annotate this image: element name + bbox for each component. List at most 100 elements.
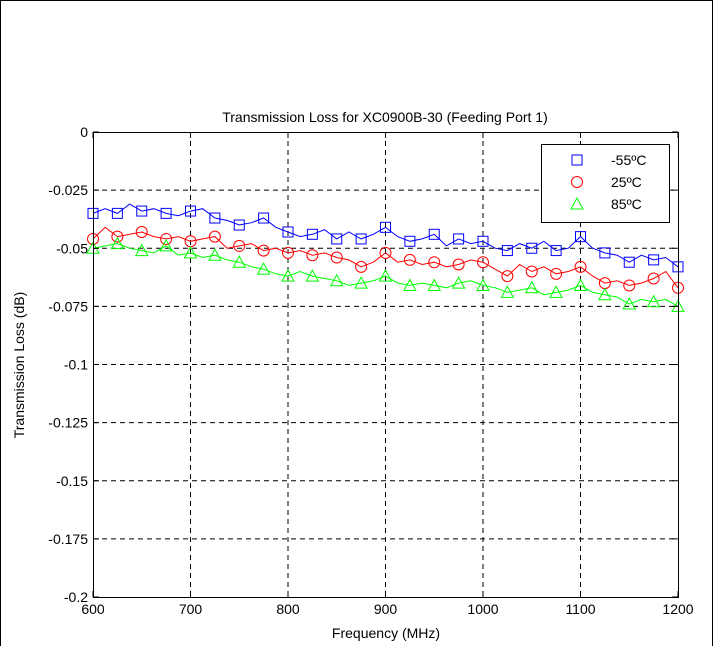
data-point-triangle [549, 285, 563, 298]
data-point-square [185, 205, 196, 217]
data-point-circle [282, 246, 294, 259]
y-axis-label: Transmission Loss (dB) [11, 292, 27, 439]
data-point-triangle [110, 236, 125, 250]
data-point-circle [550, 267, 563, 280]
data-point-square [501, 245, 513, 257]
y-tick-label: 0 [80, 124, 88, 140]
data-point-triangle [622, 297, 637, 310]
data-point-triangle [427, 278, 442, 291]
data-point-circle [501, 270, 514, 283]
x-tick-label: 600 [81, 601, 105, 617]
data-point-circle [647, 272, 660, 285]
data-point-triangle [598, 287, 612, 301]
y-axis-ticks: 0 -0.025 -0.05 -0.075 -0.1 -0.125 -0.15 -0.175 -… [48, 124, 678, 605]
data-point-circle [257, 244, 270, 257]
data-point-circle [111, 230, 124, 243]
data-point-square [258, 212, 270, 224]
y-tick-label: -0.125 [48, 415, 88, 431]
legend: -55ºC 25ºC 85ºC [541, 144, 670, 223]
data-point-square [623, 256, 635, 268]
x-tick-label: 700 [179, 601, 203, 617]
series-line-triangle [92, 243, 679, 307]
data-point-square [233, 219, 245, 231]
data-point-circle [208, 230, 221, 243]
legend-label: 85ºC [611, 196, 642, 212]
data-point-circle [355, 260, 368, 273]
data-point-square [111, 207, 123, 219]
x-tick-label: 900 [374, 601, 398, 617]
data-point-triangle [378, 269, 393, 282]
data-point-square [599, 247, 611, 259]
data-point-square [575, 231, 586, 243]
data-point-triangle [305, 269, 320, 282]
x-tick-label: 800 [276, 601, 300, 617]
legend-marker-circle [571, 176, 583, 188]
data-point-circle [452, 258, 465, 271]
data-point-circle [428, 256, 441, 269]
data-point-triangle [159, 238, 173, 252]
y-tick-label: -0.075 [48, 298, 88, 314]
data-point-square [136, 205, 148, 217]
data-point-square [477, 235, 489, 247]
data-point-square [453, 233, 465, 245]
data-point-circle [330, 251, 343, 264]
data-point-circle [623, 279, 636, 292]
data-point-circle [135, 225, 148, 238]
data-point-square [331, 233, 343, 245]
data-point-square [380, 221, 391, 233]
data-point-circle [379, 246, 392, 259]
legend-box [541, 144, 670, 223]
legend-marker-square [571, 154, 583, 166]
data-point-triangle [232, 255, 247, 268]
data-point-circle [160, 232, 173, 245]
series-line-square [92, 203, 679, 268]
legend-label: 25ºC [611, 174, 642, 190]
y-tick-label: -0.15 [56, 473, 88, 489]
data-point-triangle [256, 262, 271, 275]
data-point-square [355, 233, 367, 245]
series-line-circle [92, 226, 679, 289]
data-point-square [306, 228, 318, 240]
x-axis-label: Frequency (MHz) [332, 625, 440, 641]
legend-marker-triangle [570, 196, 584, 210]
data-point-triangle [281, 269, 295, 282]
data-point-triangle [183, 245, 198, 259]
x-tick-label: 1100 [565, 601, 595, 617]
data-point-square [282, 226, 294, 238]
y-tick-label: -0.05 [56, 240, 88, 256]
x-axis-ticks: 600 700 800 900 1000 1100 1200 [81, 132, 694, 617]
data-point-square [550, 245, 562, 257]
data-point-square [526, 242, 538, 254]
data-point-triangle [524, 280, 539, 294]
x-tick-label: 1000 [467, 601, 498, 617]
data-point-square [160, 207, 172, 219]
y-tick-label: -0.2 [64, 589, 88, 605]
y-tick-label: -0.025 [48, 182, 88, 198]
data-point-triangle [208, 248, 222, 261]
y-tick-label: -0.175 [48, 531, 88, 547]
data-point-triangle [573, 278, 588, 291]
data-point-square [404, 235, 416, 247]
data-point-circle [525, 265, 538, 278]
data-point-triangle [476, 278, 490, 291]
chart-title: Transmission Loss for XC0900B-30 (Feedin… [222, 109, 548, 125]
data-point-square [428, 228, 440, 240]
data-point-triangle [354, 276, 368, 289]
data-point-circle [306, 249, 319, 262]
data-point-circle [233, 239, 246, 252]
data-point-triangle [134, 243, 149, 257]
data-point-square [209, 212, 221, 224]
data-point-circle [477, 256, 489, 269]
series-lines [92, 203, 679, 307]
y-tick-label: -0.1 [64, 357, 88, 373]
data-point-triangle [329, 273, 344, 287]
data-point-triangle [403, 278, 417, 291]
data-point-square [648, 254, 660, 266]
data-point-triangle [646, 294, 661, 308]
data-point-triangle [451, 276, 466, 289]
x-tick-label: 1200 [662, 601, 693, 617]
legend-label: -55ºC [611, 152, 646, 168]
data-point-triangle [500, 285, 515, 298]
data-point-circle [574, 260, 587, 273]
